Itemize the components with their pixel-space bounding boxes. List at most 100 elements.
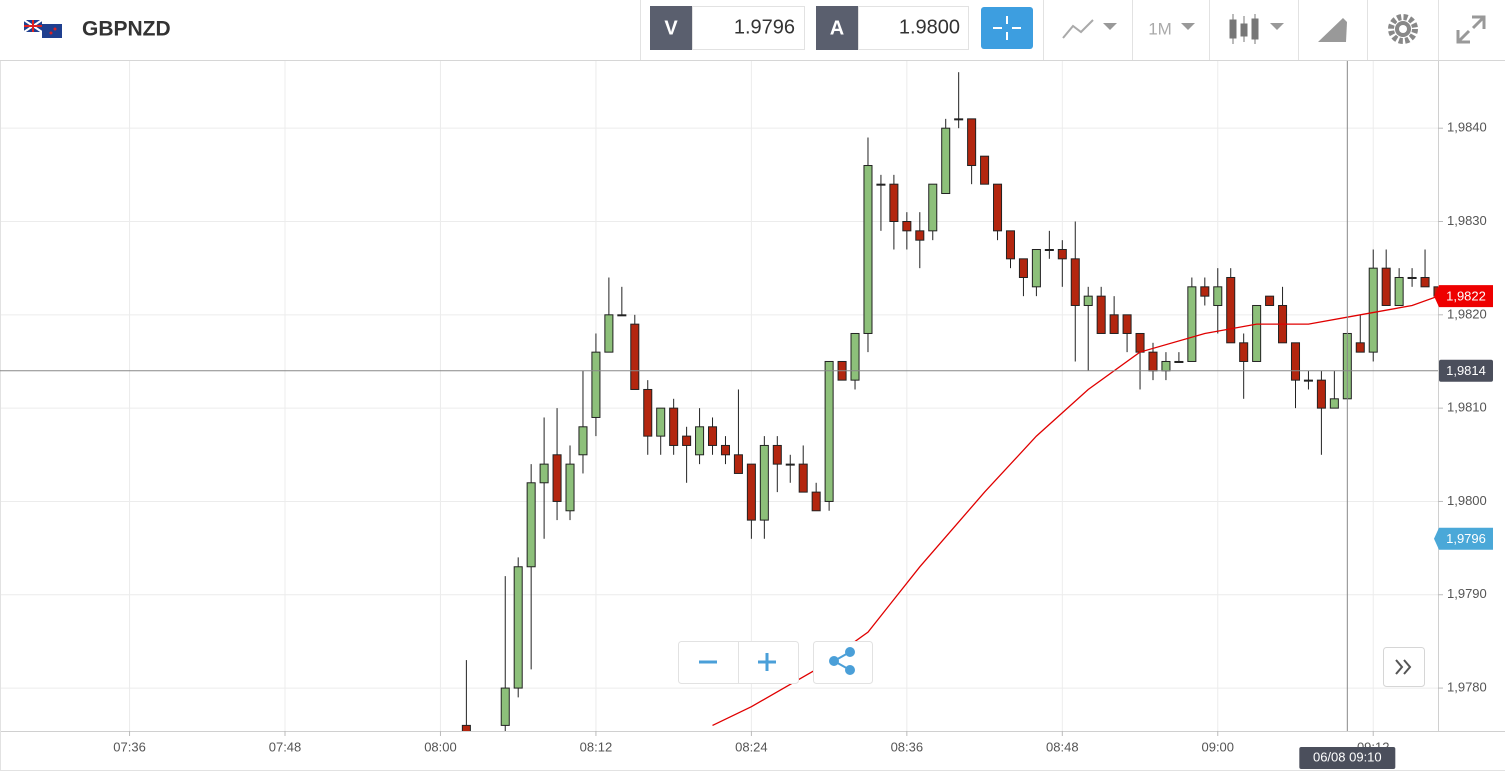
x-tick-label: 08:00 [424, 739, 457, 754]
candle-body [1329, 398, 1339, 409]
candle-body [1005, 230, 1016, 260]
y-tick-label: 1,9820 [1447, 306, 1487, 321]
candle-body [682, 435, 692, 446]
candle-body [850, 332, 860, 381]
candle-body [1252, 304, 1262, 362]
drawing-tool-button[interactable] [1318, 18, 1347, 42]
candle-body [993, 183, 1003, 232]
candle-body [889, 183, 899, 223]
y-tick-label: 1,9790 [1447, 586, 1487, 601]
crosshair-button[interactable] [981, 7, 1033, 49]
ask-label: A [830, 17, 844, 39]
candle-body [1226, 276, 1236, 344]
overlay: 1,9814 06/08 09:10 1,9822 1,9796 [0, 61, 1493, 769]
scroll-right-button[interactable] [1383, 647, 1425, 687]
price-marker-label: 1,9822 [1446, 289, 1486, 304]
bid-box[interactable] [692, 6, 805, 50]
y-tick-label: 1,9830 [1447, 213, 1487, 228]
candle-body [1161, 360, 1171, 372]
x-tick-label: 08:24 [735, 739, 768, 754]
candle-body [1018, 258, 1028, 278]
candle-body [526, 482, 536, 568]
candle-body [643, 388, 653, 437]
candle-body [604, 314, 614, 353]
candle-body [785, 463, 795, 466]
candle-body [1303, 379, 1313, 382]
candle-body [1109, 314, 1119, 334]
candle-body [863, 165, 873, 334]
x-tick-label: 09:00 [1201, 739, 1234, 754]
share-icon [829, 647, 855, 675]
y-tick-label: 1,9840 [1447, 120, 1487, 135]
candle-body [1239, 342, 1249, 362]
candle-body [591, 351, 601, 418]
ask-box[interactable] [858, 6, 969, 50]
crosshair-y-label-box [1439, 359, 1493, 382]
ask-price: 1.9800 [899, 16, 960, 38]
candle-body [1265, 295, 1275, 306]
candle-body [539, 463, 549, 484]
crosshair-x-label: 06/08 09:10 [1313, 749, 1382, 764]
candle-body [759, 444, 769, 521]
candle-body [552, 454, 562, 502]
crosshair-icon [993, 16, 1021, 40]
candle-body [1122, 314, 1132, 334]
chart-type-button[interactable] [1062, 19, 1117, 39]
y-tick-label: 1,9810 [1447, 400, 1487, 415]
ask-label-box[interactable] [816, 6, 858, 50]
candle-body [1057, 248, 1067, 260]
candle-body [695, 426, 705, 456]
candle-body [630, 323, 640, 390]
candle-body [1381, 267, 1391, 306]
candle-body [656, 407, 666, 437]
price-marker-box [1434, 285, 1493, 308]
candle-body [1394, 276, 1404, 306]
fullscreen-button[interactable] [1456, 15, 1486, 44]
candle-body [1290, 342, 1301, 381]
candle-body [1368, 267, 1378, 353]
candle-body [733, 454, 743, 474]
candle-body [980, 155, 990, 185]
x-tick-label: 08:12 [580, 739, 613, 754]
candle-body [578, 426, 588, 456]
settings-button[interactable] [1388, 14, 1418, 44]
candle-body [1407, 276, 1417, 279]
candle-body [824, 360, 834, 502]
zoom-in-button[interactable] [758, 653, 776, 671]
y-tick-label: 1,9780 [1447, 680, 1487, 695]
candle-body [1070, 258, 1080, 306]
zoom-controls [678, 641, 1425, 687]
candle-body [1174, 360, 1184, 363]
candle-body [1433, 286, 1438, 297]
candle-body [1044, 248, 1054, 251]
x-tick-label: 08:48 [1046, 739, 1079, 754]
scroll-right-icon [1395, 659, 1412, 675]
candle-body [902, 221, 912, 232]
share-button[interactable] [813, 641, 873, 684]
candle-body [1213, 286, 1223, 306]
candle-body [513, 566, 523, 689]
candle-body [954, 118, 964, 121]
candle-body [1031, 248, 1041, 288]
crosshair-x-label-box [1299, 747, 1396, 769]
candle-body [720, 444, 730, 456]
symbol: GBPNZD [82, 18, 171, 41]
crosshair-y-label: 1,9814 [1446, 363, 1486, 378]
candle-body [708, 426, 718, 446]
candle-body [461, 724, 471, 731]
candle-body [617, 314, 627, 317]
candle-body [1187, 286, 1197, 362]
candle-body [1316, 379, 1326, 409]
candle-body [967, 118, 977, 167]
bid-label-box[interactable] [650, 6, 692, 50]
timeframe[interactable]: 1M [1148, 19, 1172, 38]
candle-body [876, 183, 886, 186]
candle-body [1096, 295, 1106, 334]
x-tick-label: 08:36 [891, 739, 924, 754]
y-tick-label: 1,9800 [1447, 493, 1487, 508]
candle-type-button[interactable] [1229, 14, 1284, 44]
price-marker-label: 1,9796 [1446, 531, 1486, 546]
flag-icon [23, 19, 62, 38]
candle-body [941, 127, 951, 195]
